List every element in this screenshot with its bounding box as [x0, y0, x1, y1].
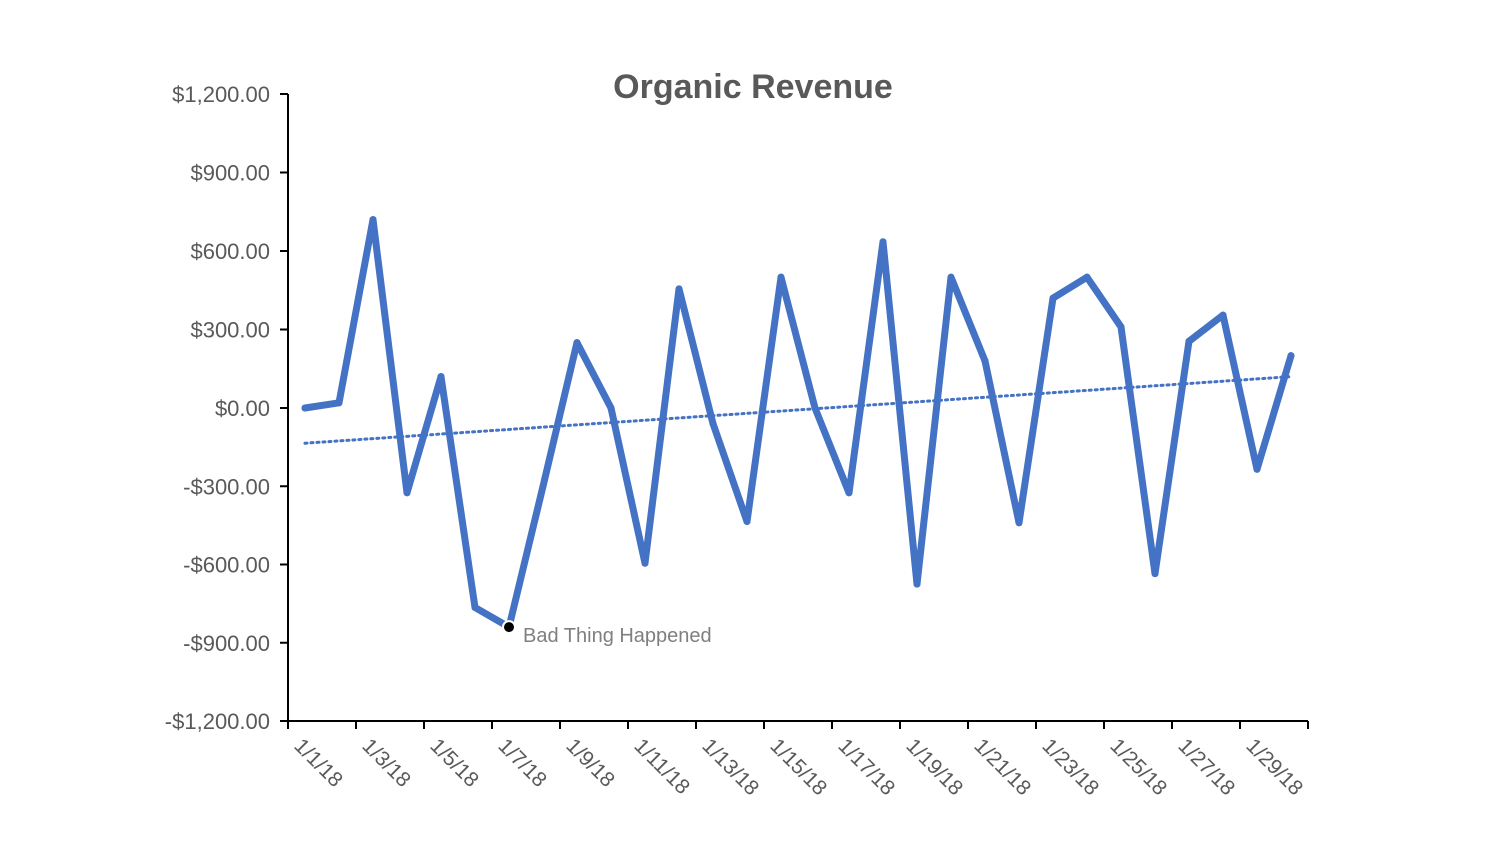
x-tick-label: 1/5/18 — [425, 734, 483, 792]
trendline-line — [303, 375, 1293, 445]
x-tick-label: 1/17/18 — [833, 734, 899, 800]
data-point — [1219, 311, 1227, 319]
data-point — [1049, 294, 1057, 302]
data-point — [301, 404, 309, 412]
x-tick-label: 1/21/18 — [969, 734, 1035, 800]
data-point — [811, 404, 819, 412]
x-tick-label: 1/1/18 — [289, 734, 347, 792]
data-point — [1117, 323, 1125, 331]
x-tick-label: 1/11/18 — [629, 734, 694, 799]
annotations: Bad Thing Happened — [502, 620, 712, 647]
y-tick-label: -$1,200.00 — [165, 709, 270, 734]
data-point — [471, 604, 479, 612]
y-tick-label: $300.00 — [190, 318, 270, 343]
data-point — [1015, 519, 1023, 527]
y-tick-label: $1,200.00 — [172, 82, 270, 107]
trendline — [303, 375, 1293, 445]
x-tick-label: 1/9/18 — [561, 734, 619, 792]
annotation-label: Bad Thing Happened — [523, 625, 712, 647]
data-point — [539, 482, 547, 490]
x-tick-label: 1/7/18 — [493, 734, 551, 792]
x-tick-label: 1/23/18 — [1037, 734, 1103, 800]
data-point — [1185, 337, 1193, 345]
x-tick-label: 1/19/18 — [901, 734, 967, 800]
series-line-0 — [301, 216, 1295, 631]
y-axis: $1,200.00 $900.00 $600.00 $300.00 $0.00 -$300… — [165, 82, 289, 734]
x-axis: 1/1/18 1/3/18 1/5/18 1/7/18 1/9/18 1/11/18 1/1… — [287, 720, 1309, 800]
data-point — [1083, 273, 1091, 281]
data-point — [879, 238, 887, 246]
data-point — [403, 489, 411, 497]
data-point — [641, 559, 649, 567]
data-point — [607, 404, 615, 412]
data-point — [1151, 570, 1159, 578]
x-tick-label: 1/29/18 — [1241, 734, 1307, 800]
data-point — [743, 517, 751, 525]
x-tick-label: 1/3/18 — [357, 734, 415, 792]
data-point — [1253, 465, 1261, 473]
data-point — [913, 580, 921, 588]
x-tick-label: 1/27/18 — [1173, 734, 1239, 800]
data-point — [981, 357, 989, 365]
y-tick-label: $900.00 — [190, 161, 270, 186]
data-point — [675, 285, 683, 293]
y-tick-label: -$600.00 — [183, 553, 270, 578]
x-tick-label: 1/15/18 — [765, 734, 831, 800]
y-tick-label: -$300.00 — [183, 474, 270, 499]
y-tick-label: -$900.00 — [183, 631, 270, 656]
y-tick-label: $600.00 — [190, 239, 270, 264]
data-point — [709, 420, 717, 428]
data-point — [777, 273, 785, 281]
data-point — [947, 273, 955, 281]
x-tick-label: 1/13/18 — [697, 734, 763, 800]
y-tick-label: $0.00 — [215, 396, 270, 421]
data-point — [369, 216, 377, 224]
data-point — [845, 489, 853, 497]
data-point — [1287, 352, 1295, 360]
chart-title: Organic Revenue — [613, 68, 893, 106]
data-point — [335, 399, 343, 407]
x-tick-label: 1/25/18 — [1105, 734, 1171, 800]
data-point — [437, 373, 445, 381]
data-point — [573, 339, 581, 347]
series-group — [301, 216, 1295, 631]
annotation-marker — [502, 620, 516, 635]
